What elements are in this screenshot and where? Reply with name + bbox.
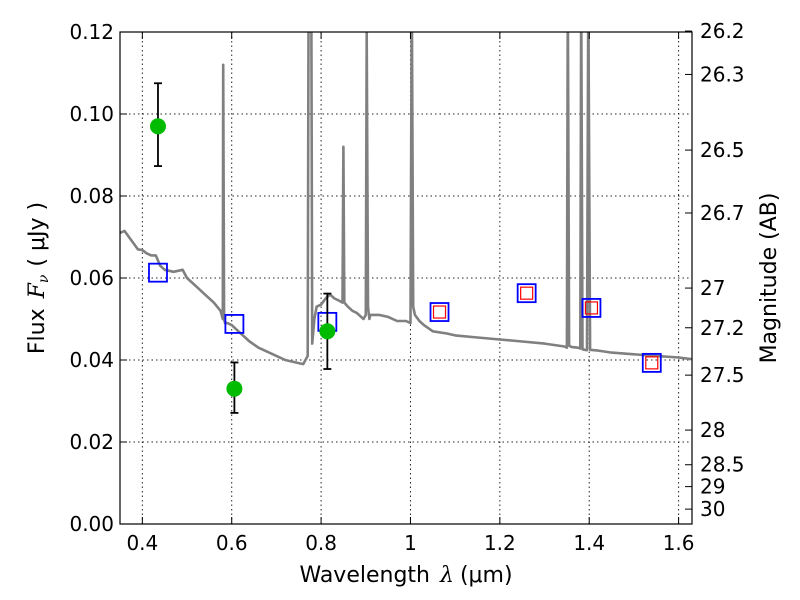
y-axis-label-unit: ( μJy ) — [25, 202, 50, 267]
model-square-inner — [584, 301, 599, 315]
x-tick-label: 1 — [404, 531, 417, 555]
right-tick-label: 27.2 — [700, 316, 745, 340]
x-tick-label: 0.4 — [126, 531, 158, 555]
observed-point — [149, 118, 166, 135]
model-square — [429, 302, 450, 322]
right-tick-label: 27.5 — [700, 363, 745, 387]
model-square — [148, 262, 168, 283]
y-axis-label-subscript: ν — [36, 274, 52, 283]
y-axis-label: Flux Fν ( μJy ) — [25, 202, 52, 354]
y-tick-label: 0.12 — [69, 20, 114, 44]
x-tick-label: 1.2 — [484, 531, 516, 555]
model-square — [641, 352, 662, 373]
plot-area — [120, 32, 692, 414]
x-axis-label-text: Wavelength — [299, 563, 430, 588]
right-tick-label: 26.7 — [700, 201, 745, 225]
x-tick-label: 1.4 — [573, 531, 605, 555]
x-tick-label: 1.6 — [663, 531, 695, 555]
right-tick-label: 26.3 — [700, 62, 745, 86]
observed-point — [319, 323, 336, 340]
x-axis-label-unit: (μm) — [460, 563, 513, 588]
x-tick-label: 0.6 — [216, 531, 248, 555]
x-axis-label: Wavelength λ (μm) — [299, 563, 512, 588]
right-tick-label: 28 — [700, 418, 725, 442]
model-square-inner — [645, 356, 659, 370]
right-tick-label: 30 — [700, 497, 725, 521]
y-axis-label-symbol: F — [25, 282, 50, 299]
model-square — [224, 314, 245, 334]
model-square-inner — [432, 305, 447, 319]
y-tick-label: 0.10 — [69, 102, 114, 126]
plot-frame — [119, 31, 693, 525]
y-tick-label: 0.00 — [69, 512, 114, 536]
y-tick-label: 0.06 — [69, 266, 114, 290]
y-tick-label: 0.04 — [69, 348, 114, 372]
right-tick-label: 29 — [700, 475, 725, 499]
axes: 0.4 0.6 0.8 1 1.2 1.4 1.6 0.00 0.02 0.04 0.06 0.08 0… — [69, 19, 744, 555]
model-square-inner — [520, 286, 534, 300]
right-tick-label: 26.2 — [700, 19, 745, 43]
y-tick-label: 0.02 — [69, 430, 114, 454]
spectrum-line — [120, 32, 692, 366]
right-tick-label: 28.5 — [700, 453, 745, 477]
right-tick-label: 26.5 — [700, 138, 745, 162]
y-axis-label-text: Flux — [25, 308, 50, 354]
observed-point — [226, 380, 243, 397]
x-axis-label-symbol: λ — [439, 563, 454, 588]
y-tick-label: 0.08 — [69, 184, 114, 208]
right-tick-label: 27 — [700, 276, 725, 300]
grid — [120, 31, 692, 525]
model-square — [516, 283, 537, 304]
model-square — [581, 298, 602, 318]
right-axis-label: Magnitude (AB) — [757, 193, 782, 364]
x-tick-label: 0.8 — [305, 531, 337, 555]
